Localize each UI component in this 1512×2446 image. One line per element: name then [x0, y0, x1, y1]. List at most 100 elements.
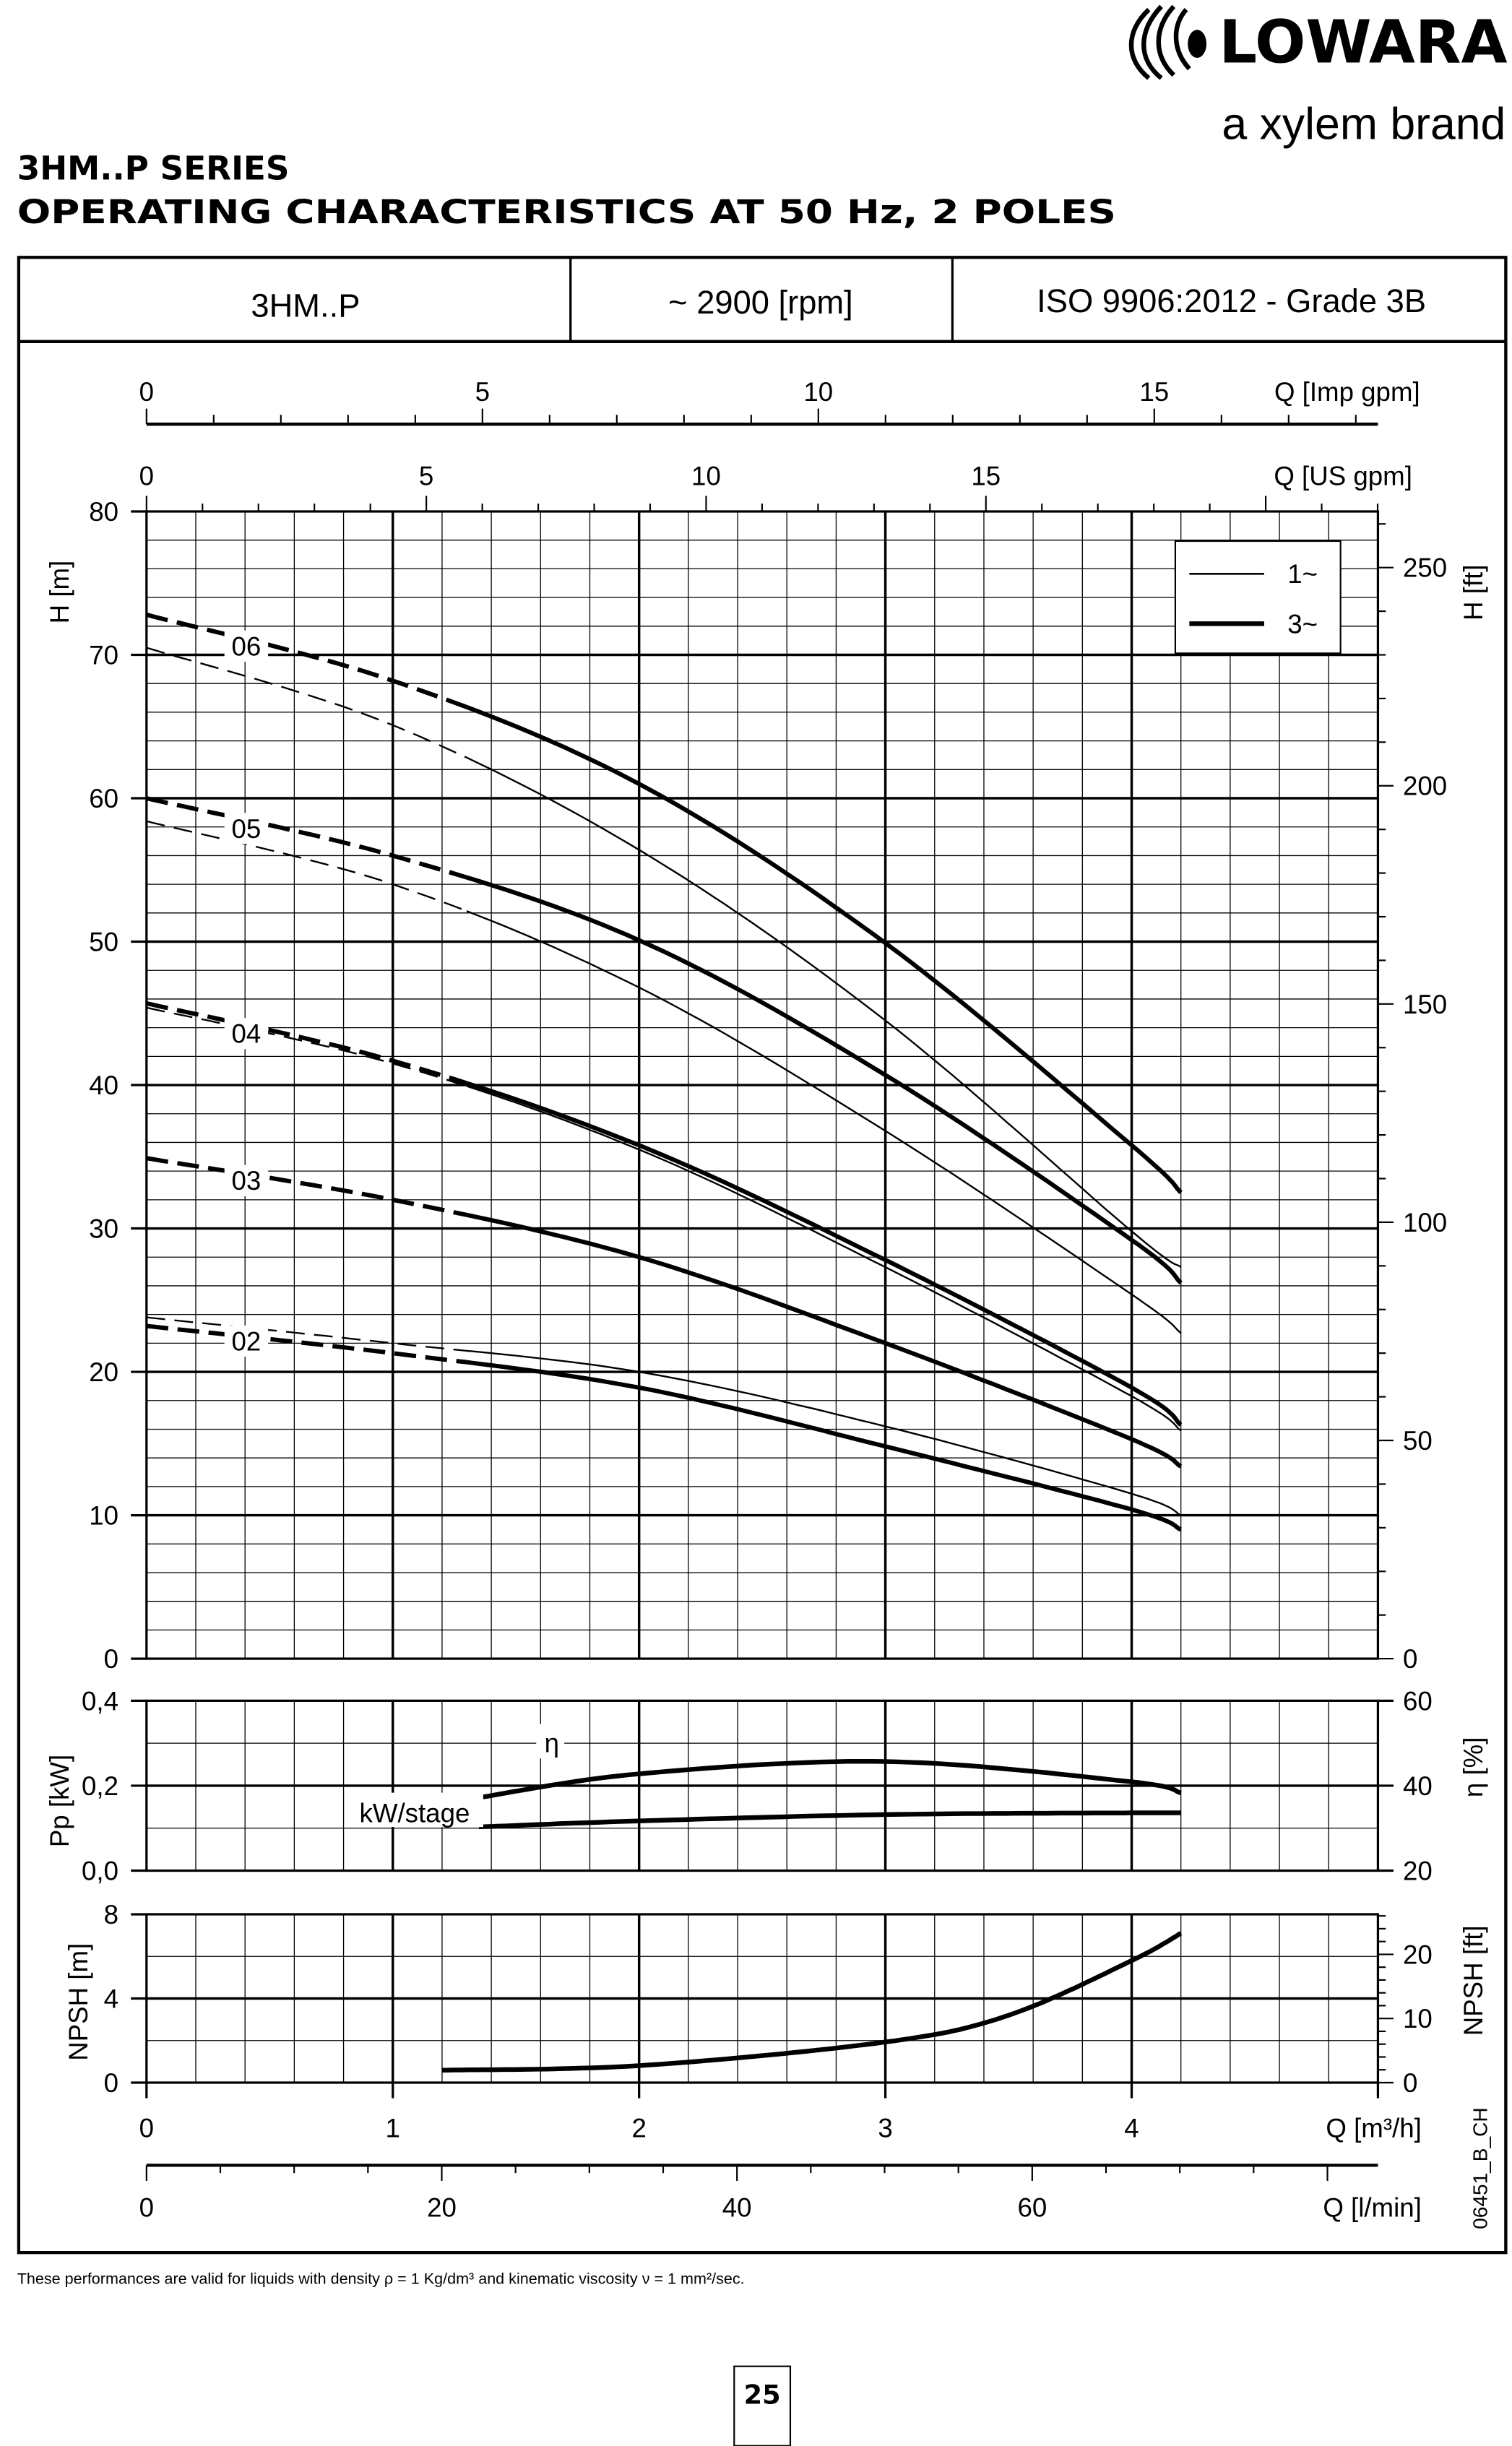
head-curve-05-1phase-dashed — [146, 820, 467, 912]
us-gpm-axis-label: Q [US gpm] — [1274, 461, 1412, 491]
curve-label-bg — [224, 1018, 269, 1050]
head-curve-05-3phase-dashed — [146, 796, 467, 880]
h-ft-tick-label: 250 — [1403, 553, 1447, 583]
efficiency-tick-label: 20 — [1403, 1856, 1433, 1885]
head-curve-06-3phase — [465, 704, 1183, 1195]
h-ft-tick-label: 200 — [1403, 772, 1447, 801]
power-tick-label: 0,4 — [82, 1686, 118, 1716]
power-axis-label: Pp [kW] — [45, 1755, 74, 1847]
head-curve-03-3phase-dashed — [146, 1156, 467, 1217]
h-m-tick-label: 0 — [104, 1644, 118, 1674]
legend-label-3phase: 3~ — [1287, 609, 1318, 639]
efficiency-curve — [478, 1759, 1182, 1800]
chart-frame — [17, 256, 1508, 2255]
h-ft-tick-label: 100 — [1403, 1208, 1447, 1237]
imp-gpm-tick-label: 0 — [139, 377, 154, 407]
head-curve-02-3phase — [466, 1360, 1182, 1532]
head-curve-04-1phase — [466, 1085, 1182, 1432]
npsh-ft-tick-label: 0 — [1403, 2068, 1417, 2098]
npsh-m-axis-label: NPSH [m] — [64, 1943, 93, 2061]
head-curve-06-1phase — [466, 756, 1182, 1269]
h-ft-tick-label: 50 — [1403, 1426, 1433, 1456]
m3h-tick-label: 0 — [139, 2114, 154, 2143]
lmin-tick-label: 0 — [139, 2193, 154, 2223]
curve-label-03: 03 — [232, 1166, 262, 1196]
power-curve-label: kW/stage — [360, 1799, 470, 1828]
performance-charts: 010203040506070800501001502002500,00,20,… — [82, 377, 1447, 2223]
curve-label-06: 06 — [232, 631, 262, 661]
label-bg — [346, 1792, 483, 1828]
npsh-curve — [441, 1931, 1183, 2073]
logo-text: LOWARA — [1219, 9, 1508, 77]
drawing-code: 06451_B_CH — [1469, 2107, 1491, 2229]
footnote: These performances are valid for liquids… — [17, 2269, 745, 2287]
page-number: 25 — [744, 2379, 781, 2410]
us-gpm-tick-label: 10 — [691, 461, 721, 491]
curve-label-bg — [224, 630, 269, 662]
npsh-ft-tick-label: 10 — [1403, 2004, 1433, 2034]
power-per-stage-curve — [478, 1810, 1181, 1830]
us-gpm-tick-label: 0 — [139, 461, 154, 491]
legend-label-1phase: 1~ — [1287, 559, 1318, 589]
water-drop-icon — [1188, 30, 1207, 59]
imp-gpm-tick-label: 10 — [803, 377, 833, 407]
curve-label-bg — [224, 1164, 269, 1196]
label-bg — [536, 1724, 565, 1759]
efficiency-tick-label: 40 — [1403, 1771, 1433, 1801]
npsh-m-tick-label: 4 — [104, 1984, 118, 2013]
h-m-tick-label: 70 — [89, 640, 118, 670]
npsh-ft-tick-label: 20 — [1403, 1940, 1433, 1969]
series-title: 3HM..P SERIES — [17, 149, 290, 187]
us-gpm-tick-label: 5 — [419, 461, 433, 491]
page-title: OPERATING CHARACTERISTICS AT 50 Hz, 2 PO… — [17, 193, 1116, 231]
lmin-tick-label: 40 — [722, 2193, 752, 2223]
us-gpm-tick-label: 15 — [971, 461, 1001, 491]
curve-label-05: 05 — [232, 814, 262, 844]
lmin-tick-label: 20 — [427, 2193, 457, 2223]
h-m-tick-label: 80 — [89, 497, 118, 527]
q-lmin-axis-label: Q [l/min] — [1323, 2193, 1422, 2223]
imp-gpm-tick-label: 15 — [1139, 377, 1169, 407]
m3h-tick-label: 3 — [878, 2114, 892, 2143]
brand-tagline: a xylem brand — [1222, 98, 1505, 149]
head-curve-06-3phase-dashed — [146, 612, 468, 709]
head-curve-04-3phase-dashed — [146, 1001, 467, 1086]
legend: 1~ 3~ — [1174, 540, 1342, 654]
head-curve-04-1phase-dashed — [146, 1006, 467, 1087]
lowara-swirl-icon — [1128, 4, 1191, 80]
curve-label-04: 04 — [232, 1019, 262, 1049]
lmin-tick-label: 60 — [1017, 2193, 1047, 2223]
h-m-tick-label: 20 — [89, 1357, 118, 1387]
h-m-tick-label: 40 — [89, 1071, 118, 1100]
head-curve-02-1phase-dashed — [146, 1316, 467, 1352]
h-m-tick-label: 50 — [89, 927, 118, 956]
head-curve-06-1phase-dashed — [146, 647, 467, 759]
h-m-axis-label: H [m] — [45, 561, 74, 624]
npsh-ft-axis-label: NPSH [ft] — [1459, 1925, 1488, 2036]
h-m-tick-label: 10 — [89, 1501, 118, 1531]
imp-gpm-axis-label: Q [Imp gpm] — [1274, 377, 1420, 407]
npsh-m-tick-label: 8 — [104, 1900, 118, 1929]
h-m-tick-label: 30 — [89, 1214, 118, 1243]
efficiency-tick-label: 60 — [1403, 1686, 1433, 1716]
head-curve-02-3phase-dashed — [146, 1323, 467, 1365]
q-m3h-axis-label: Q [m³/h] — [1326, 2114, 1421, 2143]
m3h-tick-label: 4 — [1124, 2114, 1139, 2143]
head-curve-04-3phase — [466, 1081, 1183, 1427]
power-tick-label: 0,0 — [82, 1856, 118, 1885]
h-m-tick-label: 60 — [89, 784, 118, 813]
lowara-logo: LOWARA a xylem brand — [1128, 4, 1508, 149]
imp-gpm-tick-label: 5 — [475, 377, 490, 407]
header-model: 3HM..P — [251, 287, 360, 324]
head-curve-02-1phase — [466, 1349, 1182, 1516]
header-standard: ISO 9906:2012 - Grade 3B — [1037, 282, 1426, 319]
h-ft-axis-label: H [ft] — [1459, 565, 1488, 621]
efficiency-curve-label: η — [545, 1729, 559, 1758]
curve-label-bg — [224, 1325, 269, 1357]
h-ft-tick-label: 150 — [1403, 990, 1447, 1019]
curve-label-02: 02 — [232, 1327, 262, 1357]
head-curve-05-1phase — [466, 910, 1182, 1334]
header-speed: ~ 2900 [rpm] — [668, 284, 853, 321]
h-ft-tick-label: 0 — [1403, 1644, 1417, 1674]
